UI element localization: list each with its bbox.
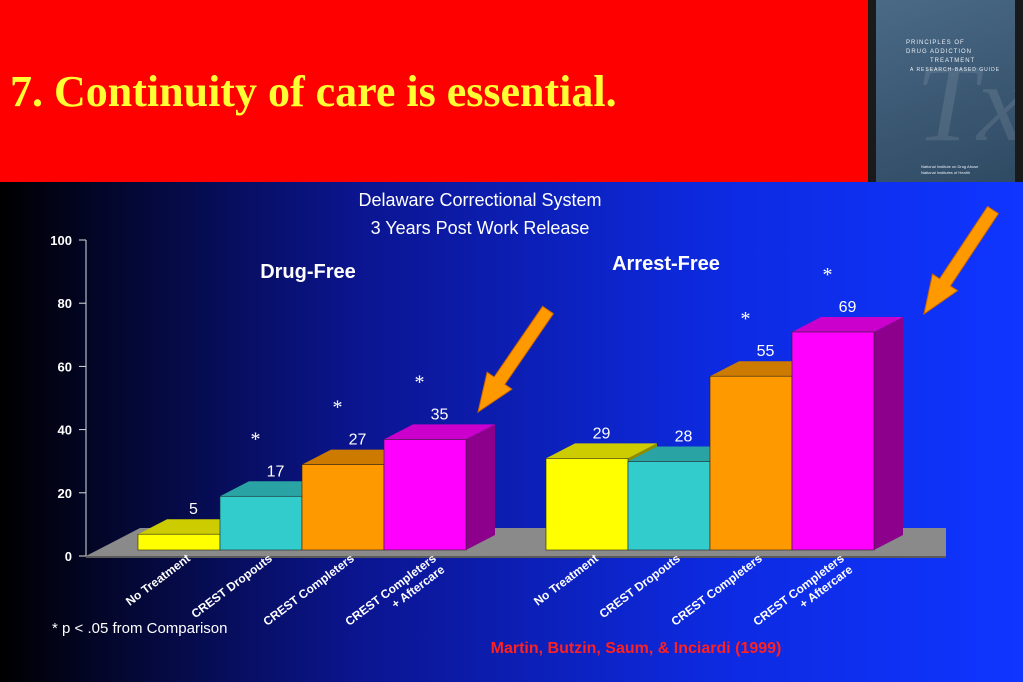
book-cover-line: A RESEARCH-BASED GUIDE <box>910 67 1001 73</box>
book-cover-image: Tx PRINCIPLES OF DRUG ADDICTION TREATMEN… <box>868 0 1023 182</box>
bar-top <box>384 424 495 440</box>
footnote: * p < .05 from Comparison <box>52 620 228 637</box>
bar-top <box>546 443 657 459</box>
bar-value-label: 29 <box>593 425 611 442</box>
slide-title: 7. Continuity of care is essential. <box>10 67 617 116</box>
y-tick-label: 100 <box>50 233 72 248</box>
citation: Martin, Butzin, Saum, & Inciardi (1999) <box>491 640 782 657</box>
y-tick-label: 40 <box>58 423 72 438</box>
title-banner: 7. Continuity of care is essential. Tx P… <box>0 0 1023 182</box>
category-label-group: CREST Completers+ Aftercare <box>751 551 856 629</box>
y-tick-label: 80 <box>58 296 72 311</box>
bar-value-label: 35 <box>431 406 449 423</box>
significance-marker: * <box>333 397 343 419</box>
bar-value-label: 17 <box>267 463 285 480</box>
book-cover-logo: Tx <box>916 42 1015 164</box>
arrow-arrest-free <box>923 205 1000 316</box>
book-cover-publisher: National Institutes of Health <box>921 170 970 175</box>
bar <box>545 458 629 551</box>
arrow-drug-free <box>477 305 555 414</box>
book-cover-line: PRINCIPLES OF <box>906 40 965 46</box>
category-label: CREST Dropouts <box>597 551 683 621</box>
category-label-group: CREST Dropouts <box>597 551 683 621</box>
significance-marker: * <box>823 264 833 286</box>
book-cover-art: Tx PRINCIPLES OF DRUG ADDICTION TREATMEN… <box>876 0 1015 182</box>
y-tick-label: 60 <box>58 359 72 374</box>
bar <box>219 495 303 551</box>
arrow-shape <box>477 305 555 414</box>
bar-side <box>874 316 903 550</box>
bar <box>627 461 711 551</box>
chart-floor-edge <box>86 556 946 558</box>
significance-marker: * <box>251 428 261 450</box>
category-label: CREST Dropouts <box>189 551 275 621</box>
chart-subtitle: 3 Years Post Work Release <box>371 218 590 238</box>
group-label: Arrest-Free <box>612 253 720 275</box>
bar-top <box>792 316 903 332</box>
bar <box>383 439 467 551</box>
arrow-shape <box>923 205 1000 316</box>
category-label: No Treatment <box>123 551 193 608</box>
bar-value-label: 5 <box>189 501 198 518</box>
y-tick-label: 0 <box>65 549 72 564</box>
group-label: Drug-Free <box>260 261 356 283</box>
significance-marker: * <box>741 308 751 330</box>
bar <box>137 533 221 551</box>
bar-value-label: 28 <box>675 429 693 446</box>
bar <box>301 464 385 551</box>
category-label: No Treatment <box>531 551 601 608</box>
bar-side <box>466 424 495 550</box>
bar <box>709 375 793 551</box>
category-label-group: No Treatment <box>123 551 193 608</box>
book-cover-line: TREATMENT <box>930 58 976 64</box>
bar-value-label: 69 <box>839 299 857 316</box>
chart-title: Delaware Correctional System <box>358 190 601 210</box>
book-cover-publisher: National Institute on Drug Abuse <box>921 164 979 169</box>
bar-value-label: 55 <box>757 343 775 360</box>
significance-marker: * <box>415 371 425 393</box>
category-label-group: CREST Dropouts <box>189 551 275 621</box>
bar-value-label: 27 <box>349 432 367 449</box>
y-tick-label: 20 <box>58 486 72 501</box>
bar <box>791 331 875 551</box>
category-label-group: CREST Completers+ Aftercare <box>343 551 448 629</box>
category-label-group: No Treatment <box>531 551 601 608</box>
book-cover-line: DRUG ADDICTION <box>906 49 973 55</box>
